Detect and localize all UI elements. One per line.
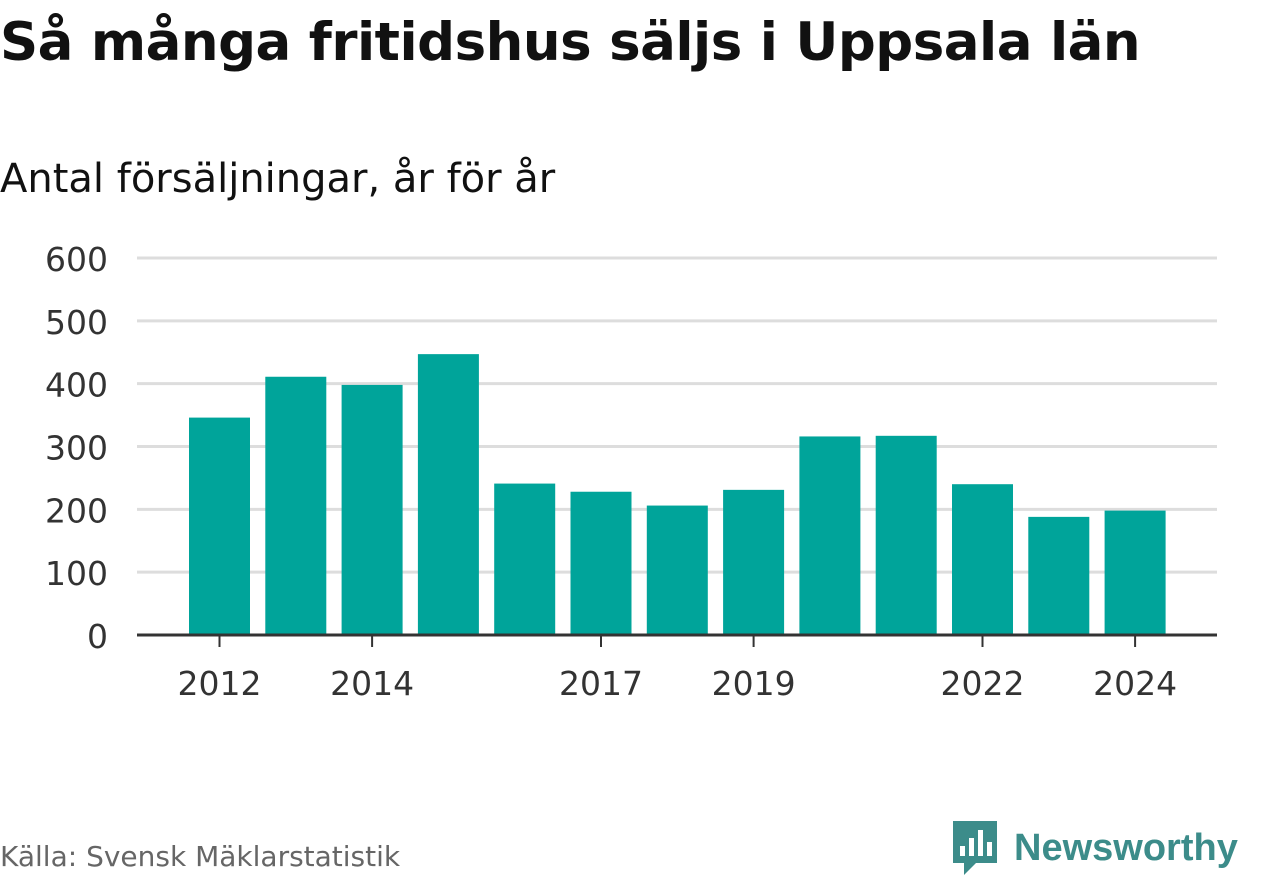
bar-2016 — [494, 483, 556, 635]
bar-2015 — [417, 354, 479, 635]
x-tick-label: 2022 — [941, 664, 1025, 703]
bar-2013 — [265, 376, 327, 635]
bar-2024 — [1104, 510, 1166, 635]
bar-2021 — [875, 435, 937, 635]
x-tick-label: 2017 — [559, 664, 643, 703]
bar-2020 — [799, 436, 861, 635]
y-axis-labels: 0 100 200 300 400 500 600 — [45, 240, 108, 656]
y-tick-label: 600 — [45, 240, 108, 279]
chart-title: Så många fritidshus säljs i Uppsala län — [0, 12, 1141, 73]
x-tick-label: 2014 — [330, 664, 414, 703]
chart-subtitle: Antal försäljningar, år för år — [0, 156, 556, 202]
bar-2023 — [1028, 516, 1090, 635]
y-tick-label: 500 — [45, 303, 108, 342]
y-tick-label: 300 — [45, 429, 108, 468]
bar-2014 — [341, 384, 403, 635]
bar-2018 — [646, 505, 708, 635]
bars — [189, 354, 1166, 635]
x-tick-label: 2019 — [712, 664, 796, 703]
bar-2012 — [189, 417, 250, 635]
x-axis-labels: 2012 2014 2017 2019 2022 2024 — [178, 664, 1178, 703]
y-tick-label: 0 — [87, 617, 108, 656]
x-tick-label: 2012 — [178, 664, 262, 703]
y-tick-label: 400 — [45, 366, 108, 405]
y-tick-label: 100 — [45, 554, 108, 593]
newsworthy-icon — [953, 821, 997, 875]
y-tick-label: 200 — [45, 491, 108, 530]
bar-2017 — [570, 491, 632, 635]
x-axis — [137, 633, 1217, 647]
bar-2022 — [952, 484, 1013, 635]
bar-2019 — [723, 489, 785, 635]
brand-name: Newsworthy — [1014, 826, 1238, 869]
x-tick-label: 2024 — [1093, 664, 1177, 703]
brand-logo: Newsworthy — [950, 818, 1238, 878]
source-note: Källa: Svensk Mäklarstatistik — [0, 840, 401, 873]
